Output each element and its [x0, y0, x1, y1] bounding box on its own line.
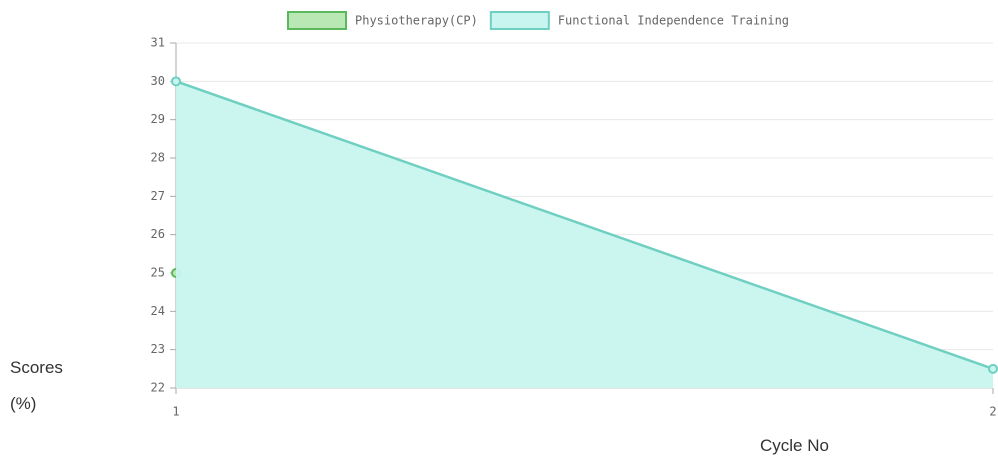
legend-label: Functional Independence Training — [558, 14, 789, 28]
y-tick-label: 28 — [151, 151, 165, 165]
y-tick-label: 31 — [151, 36, 165, 50]
y-tick-label: 30 — [151, 74, 165, 88]
series-area — [176, 81, 993, 388]
x-axis-title: Cycle No — [760, 436, 829, 455]
y-tick-label: 27 — [151, 189, 165, 203]
data-point — [988, 363, 998, 374]
legend-label: Physiotherapy(CP) — [355, 14, 478, 28]
x-tick-label: 2 — [989, 405, 996, 419]
x-tick-label: 1 — [172, 405, 179, 419]
y-axis-title: Scores (%) — [10, 358, 63, 413]
y-tick-label: 25 — [151, 266, 165, 280]
legend-swatch — [287, 11, 347, 30]
y-tick-label: 29 — [151, 112, 165, 126]
y-tick-label: 23 — [151, 342, 165, 356]
y-tick-label: 26 — [151, 227, 165, 241]
legend-swatch — [489, 11, 550, 30]
y-tick-label: 24 — [151, 304, 165, 318]
data-point — [171, 76, 181, 87]
series-line — [175, 80, 994, 371]
y-tick-label: 22 — [151, 381, 165, 395]
